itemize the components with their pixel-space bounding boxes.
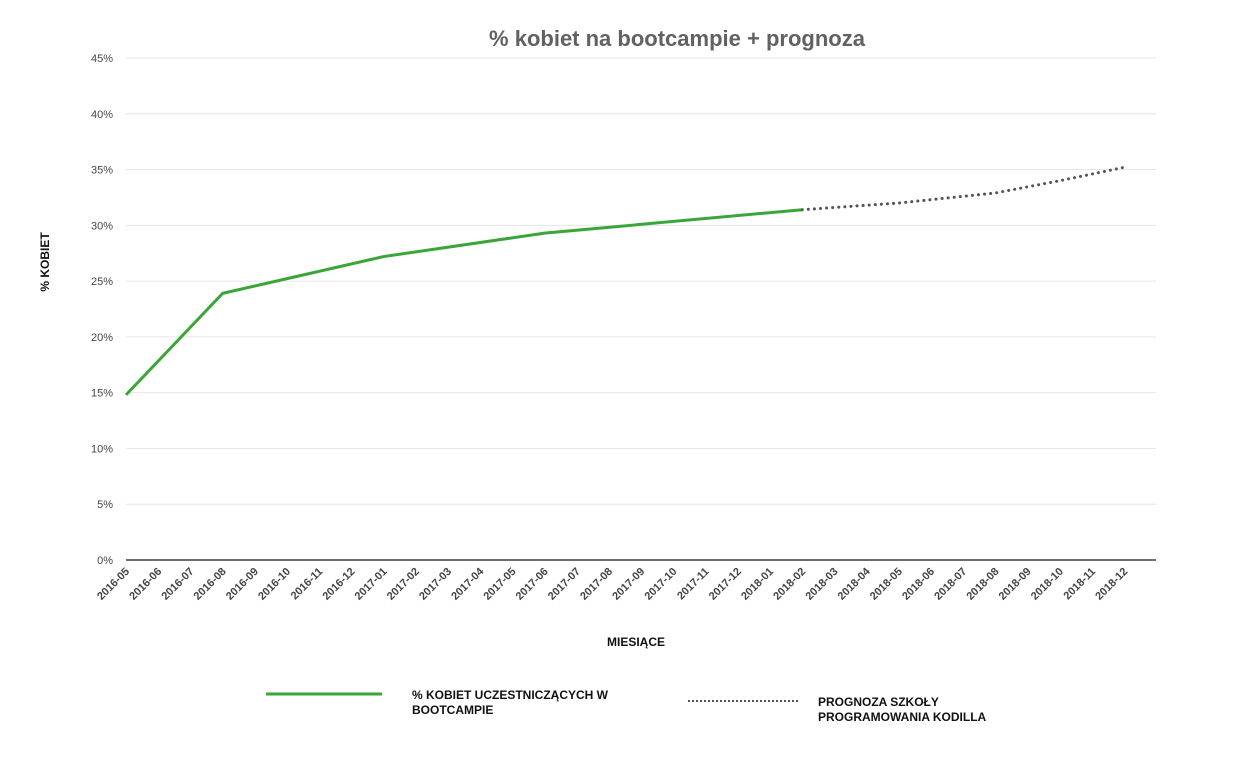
x-tick-label: 2017-01 bbox=[353, 566, 390, 603]
x-tick-label: 2017-03 bbox=[417, 566, 454, 603]
y-axis-label: % KOBIET bbox=[38, 232, 52, 292]
x-axis-ticks: 2016-052016-062016-072016-082016-092016-… bbox=[95, 565, 1130, 603]
x-tick-label: 2017-05 bbox=[481, 566, 518, 603]
y-tick-label: 40% bbox=[91, 109, 113, 121]
series-lines bbox=[124, 165, 1126, 396]
x-tick-label: 2017-09 bbox=[610, 566, 647, 603]
x-tick-label: 2016-11 bbox=[289, 566, 326, 603]
y-tick-label: 0% bbox=[97, 555, 113, 567]
x-tick-label: 2018-09 bbox=[997, 566, 1034, 603]
x-tick-label: 2018-12 bbox=[1093, 566, 1130, 603]
x-tick-label: 2017-08 bbox=[578, 566, 615, 603]
x-tick-label: 2017-07 bbox=[546, 566, 583, 603]
x-tick-label: 2018-07 bbox=[932, 566, 969, 603]
x-tick-label: 2017-04 bbox=[449, 565, 487, 603]
x-tick-label: 2016-05 bbox=[95, 566, 132, 603]
x-tick-label: 2016-07 bbox=[159, 566, 196, 603]
x-tick-label: 2018-08 bbox=[964, 566, 1001, 603]
y-tick-label: 5% bbox=[97, 499, 113, 511]
x-tick-label: 2018-03 bbox=[803, 566, 840, 603]
x-tick-label: 2018-05 bbox=[868, 566, 905, 603]
y-tick-label: 10% bbox=[91, 443, 113, 455]
x-tick-label: 2018-02 bbox=[771, 566, 808, 603]
y-tick-label: 25% bbox=[91, 276, 113, 288]
x-tick-label: 2017-10 bbox=[642, 566, 679, 603]
y-tick-label: 20% bbox=[91, 332, 113, 344]
x-tick-label: 2018-10 bbox=[1029, 566, 1066, 603]
y-axis-ticks: 0% 5% 10% 15% 20% 25% 30% 35% 40% 45% bbox=[91, 53, 113, 567]
series-line-1 bbox=[800, 165, 1126, 212]
x-tick-label: 2018-04 bbox=[836, 565, 874, 603]
y-tick-label: 35% bbox=[91, 165, 113, 177]
series-line-0 bbox=[124, 208, 803, 396]
y-tick-label: 15% bbox=[91, 388, 113, 400]
y-tick-label: 30% bbox=[91, 220, 113, 232]
x-tick-label: 2016-08 bbox=[192, 566, 229, 603]
y-tick-label: 45% bbox=[91, 53, 113, 65]
x-axis-label: MIESIĄCE bbox=[607, 635, 665, 649]
legend-label-actual: % KOBIET UCZESTNICZĄCYCH W BOOTCAMPIE bbox=[412, 688, 609, 717]
x-tick-label: 2017-02 bbox=[385, 566, 422, 603]
x-tick-label: 2017-06 bbox=[514, 566, 551, 603]
x-tick-label: 2018-06 bbox=[900, 566, 937, 603]
x-tick-label: 2016-06 bbox=[127, 566, 164, 603]
x-tick-label: 2017-12 bbox=[707, 566, 744, 603]
x-tick-label: 2016-12 bbox=[320, 566, 357, 603]
chart-title: % kobiet na bootcampie + prognoza bbox=[489, 26, 866, 51]
x-tick-label: 2018-01 bbox=[739, 566, 776, 603]
legend: % KOBIET UCZESTNICZĄCYCH W BOOTCAMPIE PRO… bbox=[266, 688, 987, 724]
x-tick-label: 2016-10 bbox=[256, 566, 293, 603]
x-tick-label: 2018-11 bbox=[1062, 566, 1099, 603]
x-tick-label: 2017-11 bbox=[675, 566, 712, 603]
x-tick-label: 2016-09 bbox=[224, 566, 261, 603]
legend-label-forecast: PROGNOZA SZKOŁY PROGRAMOWANIA KODILLA bbox=[818, 695, 987, 724]
